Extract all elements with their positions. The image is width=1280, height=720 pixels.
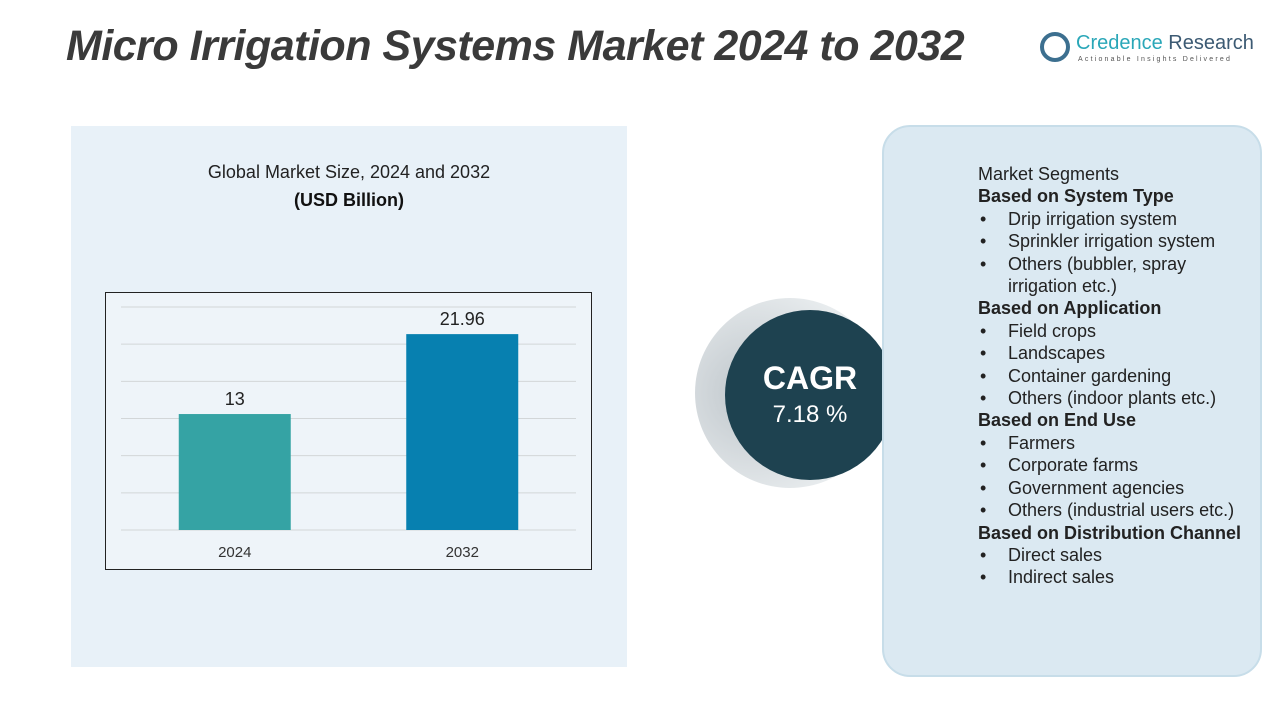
chart-box: 13 2024 21.96 2032 [105, 292, 592, 570]
segment-item: Others (indoor plants etc.) [978, 387, 1258, 410]
bar-chart: 13 2024 21.96 2032 [121, 306, 576, 561]
segment-item: Farmers [978, 432, 1258, 455]
segments-heading: Market Segments [978, 164, 1120, 184]
data-label: 13 [225, 389, 245, 409]
segment-group-title: Based on Distribution Channel [978, 522, 1242, 543]
segment-item: Field crops [978, 320, 1258, 343]
logo-name-b: Research [1162, 32, 1254, 54]
segment-item: Others (bubbler, spray irrigation etc.) [978, 253, 1258, 298]
cagr-value: 7.18 % [772, 401, 848, 428]
segment-item: Container gardening [978, 365, 1258, 388]
segment-list: Direct salesIndirect sales [978, 544, 1258, 589]
segment-group-title: Based on End Use [978, 410, 1137, 431]
logo-name: Credence [1076, 32, 1163, 54]
segment-item: Direct sales [978, 544, 1258, 567]
bar-2024 [178, 414, 291, 530]
data-label: 21.96 [440, 309, 485, 329]
segment-item: Corporate farms [978, 454, 1258, 477]
market-segments: Market Segments Based on System TypeDrip… [978, 163, 1258, 589]
segment-item: Others (industrial users etc.) [978, 499, 1258, 522]
segment-group-title: Based on System Type [978, 186, 1174, 207]
segment-list: Drip irrigation systemSprinkler irrigati… [978, 208, 1258, 298]
logo-tagline: Actionable Insights Delivered [1078, 56, 1233, 63]
segment-item: Drip irrigation system [978, 208, 1258, 231]
chart-title: Global Market Size, 2024 and 2032 [207, 162, 491, 182]
x-tick-label: 2024 [218, 544, 251, 561]
cagr-badge: CAGR 7.18 % [725, 310, 895, 480]
segment-item: Government agencies [978, 477, 1258, 500]
page-title: Micro Irrigation Systems Market 2024 to … [66, 22, 965, 70]
segment-item: Landscapes [978, 342, 1258, 365]
segment-item: Sprinkler irrigation system [978, 230, 1258, 253]
segment-list: FarmersCorporate farmsGovernment agencie… [978, 432, 1258, 522]
bar-2032 [406, 334, 519, 530]
chart-unit: (USD Billion) [294, 190, 404, 210]
segment-list: Field cropsLandscapesContainer gardening… [978, 320, 1258, 410]
x-tick-label: 2032 [446, 544, 479, 561]
segment-group-title: Based on Application [978, 298, 1162, 319]
cagr-label: CAGR [762, 360, 858, 396]
segment-item: Indirect sales [978, 566, 1258, 589]
logo-icon [1040, 32, 1070, 62]
credence-logo: Credence Research Actionable Insights De… [1040, 30, 1255, 70]
